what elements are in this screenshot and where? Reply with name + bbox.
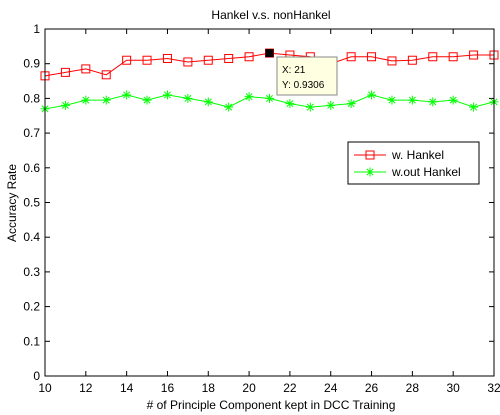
x-tick-label: 20 [242, 381, 256, 395]
data-point [81, 64, 91, 74]
data-point [326, 100, 336, 110]
plot-frame [44, 28, 495, 377]
x-tick-label: 30 [447, 381, 461, 395]
data-point [469, 102, 479, 112]
data-point [142, 55, 152, 65]
datatip-y-text: Y: 0.9306 [282, 80, 325, 91]
data-point [81, 95, 91, 105]
data-point [244, 92, 254, 102]
axis-ticks [44, 28, 495, 377]
chart-title: Hankel v.s. nonHankel [211, 8, 330, 22]
data-point [367, 90, 377, 100]
x-tick-label: 14 [120, 381, 134, 395]
y-tick-label: 0.8 [23, 91, 40, 105]
datatip-x-text: X: 21 [282, 65, 306, 76]
y-tick-label: 0.2 [23, 300, 40, 314]
axis-tick-labels: 10 12 14 16 18 20 22 24 26 28 30 32 0 0.1 0.2 0.3 0.4 0.5… [23, 22, 500, 395]
data-point [244, 52, 254, 62]
y-tick-label: 0.6 [23, 161, 40, 175]
data-point [367, 52, 377, 62]
datatip-box [276, 56, 338, 96]
datatip-marker-layer [265, 49, 274, 58]
x-axis-title: # of Principle Component kept in DCC Tra… [147, 398, 396, 412]
legend-label: w.out Hankel [391, 165, 461, 179]
plot-area [45, 29, 494, 376]
y-tick-label: 0.7 [23, 126, 40, 140]
x-tick-label: 22 [283, 381, 297, 395]
x-tick-label: 16 [161, 381, 175, 395]
y-tick-label: 0.3 [23, 265, 40, 279]
data-point [162, 90, 172, 100]
data-point [407, 95, 417, 105]
data-point [60, 100, 70, 110]
legend-label: w. Hankel [391, 148, 444, 162]
data-point [428, 97, 438, 107]
y-tick-label: 0.1 [23, 334, 40, 348]
data-point [183, 93, 193, 103]
legend-marker [365, 150, 375, 160]
data-point [469, 50, 479, 60]
data-point [407, 55, 417, 65]
data-point [203, 97, 213, 107]
datatip-point[interactable] [265, 49, 274, 58]
x-tick-label: 32 [487, 381, 500, 395]
legend-entries: w. Hankel w.out Hankel [354, 148, 461, 179]
x-tick-label: 24 [324, 381, 338, 395]
data-point [142, 95, 152, 105]
legend-marker [365, 167, 375, 177]
legend-box [347, 141, 480, 185]
data-point [346, 99, 356, 109]
y-tick-label: 1 [33, 22, 40, 36]
data-point [428, 52, 438, 62]
data-point [101, 70, 111, 80]
x-tick-label: 18 [202, 381, 216, 395]
data-point [101, 95, 111, 105]
y-axis-title: Accuracy Rate [5, 164, 19, 242]
datatip: X: 21 Y: 0.9306 [276, 56, 338, 96]
data-point [285, 99, 295, 109]
data-point [60, 67, 70, 77]
x-tick-label: 12 [79, 381, 93, 395]
y-tick-label: 0.9 [23, 57, 40, 71]
y-tick-label: 0 [33, 369, 40, 383]
data-point [122, 90, 132, 100]
data-point [448, 95, 458, 105]
data-point [224, 53, 234, 63]
data-point [203, 55, 213, 65]
data-point [387, 56, 397, 66]
data-point [305, 102, 315, 112]
data-point [183, 57, 193, 67]
x-tick-label: 10 [38, 381, 52, 395]
y-tick-label: 0.4 [23, 230, 40, 244]
legend[interactable]: w. Hankel w.out Hankel [347, 141, 480, 185]
data-point [224, 102, 234, 112]
x-tick-label: 28 [406, 381, 420, 395]
y-tick-label: 0.5 [23, 196, 40, 210]
data-point [346, 52, 356, 62]
x-tick-label: 26 [365, 381, 379, 395]
data-point [387, 95, 397, 105]
data-point [162, 53, 172, 63]
data-point [265, 93, 274, 103]
data-point [448, 52, 458, 62]
data-point [122, 55, 132, 65]
